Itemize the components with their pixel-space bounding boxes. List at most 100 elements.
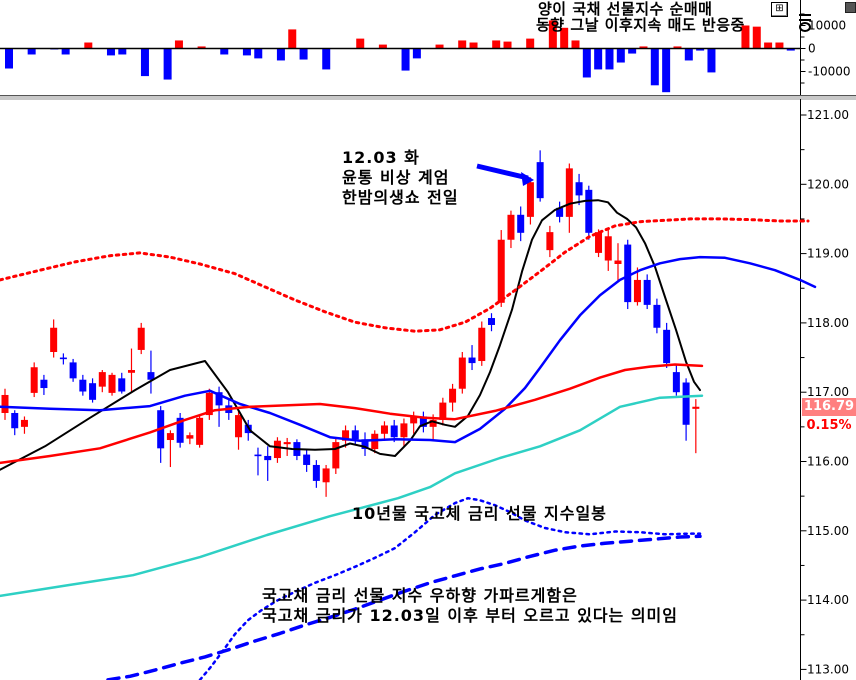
candle-body — [322, 468, 330, 483]
candle-body — [235, 415, 243, 438]
candle-body — [11, 412, 19, 429]
volume-bar — [764, 42, 773, 49]
volume-bar — [322, 48, 331, 70]
candle-body — [663, 329, 671, 364]
volume-axis-label: 0 — [808, 42, 816, 56]
window-icon[interactable]: ⊞ — [771, 2, 788, 17]
volume-bar — [378, 44, 387, 49]
volume-bar — [582, 48, 591, 78]
trend-dotted-blue-line — [198, 496, 702, 680]
volume-bar — [594, 48, 603, 70]
volume-bar — [174, 40, 183, 49]
event-annotation-line1: 12.03 화 — [342, 148, 420, 167]
candle-body — [604, 236, 612, 261]
candle-body — [40, 379, 48, 389]
volume-bar — [412, 48, 421, 59]
candle-body — [147, 372, 155, 380]
candle-body — [20, 419, 28, 427]
volume-bar — [163, 48, 172, 80]
price-axis-label: 119.00 — [807, 247, 849, 261]
volume-bar — [786, 48, 795, 51]
volume-bar — [650, 48, 659, 86]
volume-bar — [458, 40, 467, 49]
volume-bar — [401, 48, 410, 71]
volume-bar — [639, 46, 648, 49]
last-price-tag: 116.79 — [802, 398, 856, 416]
candle-body — [69, 362, 77, 379]
volume-bar — [469, 42, 478, 49]
candle-body — [633, 279, 641, 303]
volume-bar — [662, 48, 671, 93]
price-axis-label: 113.00 — [807, 662, 849, 676]
candle-body — [672, 372, 680, 393]
volume-bar — [254, 48, 263, 59]
volume-bar — [503, 41, 512, 49]
corner-icon[interactable] — [845, 2, 856, 13]
candle-body — [79, 379, 87, 392]
candle-body — [186, 435, 194, 439]
price-axis-label: 117.00 — [807, 385, 849, 399]
envelope-dotted-red-line — [0, 217, 810, 333]
header-line2: 동향 그날 이후지속 매도 반응중 — [536, 16, 745, 34]
candle-body — [439, 402, 447, 420]
candle-body — [546, 232, 554, 251]
trend-dashed-blue-line — [106, 534, 702, 680]
ma-red-line — [0, 363, 704, 465]
candle-body — [59, 357, 67, 360]
candle-body — [50, 327, 58, 353]
indicator-settings-icon[interactable] — [798, 12, 812, 32]
candle-body — [585, 189, 593, 233]
volume-bar — [775, 42, 784, 49]
volume-axis-label: -10000 — [808, 65, 851, 79]
change-percent-label: 0.15% — [806, 418, 852, 433]
price-axis-label: 118.00 — [807, 316, 849, 330]
candle-body — [361, 439, 369, 450]
candle-body — [410, 416, 418, 424]
volume-bar — [288, 29, 297, 49]
candle-body — [692, 406, 700, 409]
candle-body — [312, 464, 320, 481]
candle-body — [283, 442, 291, 445]
candle-body — [643, 279, 651, 305]
panel-divider[interactable] — [0, 96, 856, 100]
candle-body — [497, 239, 505, 303]
candle-body — [536, 162, 544, 199]
candle-body — [108, 374, 116, 393]
candle-body — [526, 182, 534, 217]
volume-bar — [707, 48, 716, 73]
candle-body — [458, 357, 466, 389]
volume-bar — [696, 48, 705, 51]
event-annotation-line3: 한밤의생쇼 전일 — [342, 188, 459, 207]
volume-bar — [605, 48, 614, 70]
candle-body — [351, 430, 359, 440]
candle-body — [98, 372, 106, 387]
volume-bar — [492, 40, 501, 49]
volume-bar — [61, 48, 70, 55]
candle-body — [215, 392, 223, 406]
volume-bar — [242, 48, 251, 56]
volume-bar — [628, 48, 637, 54]
candle-body — [127, 370, 135, 373]
price-axis-label: 115.00 — [807, 524, 849, 538]
volume-bar — [220, 48, 229, 55]
price-axis-label: 114.00 — [807, 593, 849, 607]
volume-bar — [106, 48, 115, 56]
volume-bar — [197, 46, 206, 49]
price-axis-label: 120.00 — [807, 177, 849, 191]
candle-body — [468, 357, 476, 364]
volume-bar — [435, 44, 444, 49]
ma-cyan-line — [0, 394, 704, 598]
candle-body — [565, 168, 573, 217]
candle-body — [273, 440, 281, 459]
candle-body — [517, 214, 525, 233]
candle-body — [254, 454, 262, 457]
candle-body — [507, 214, 515, 240]
candle-body — [400, 423, 408, 438]
candle-body — [478, 327, 486, 362]
candle-body — [614, 260, 622, 264]
candle-body — [196, 417, 204, 445]
ma-blue-line — [0, 255, 817, 444]
candle-body — [166, 433, 174, 441]
